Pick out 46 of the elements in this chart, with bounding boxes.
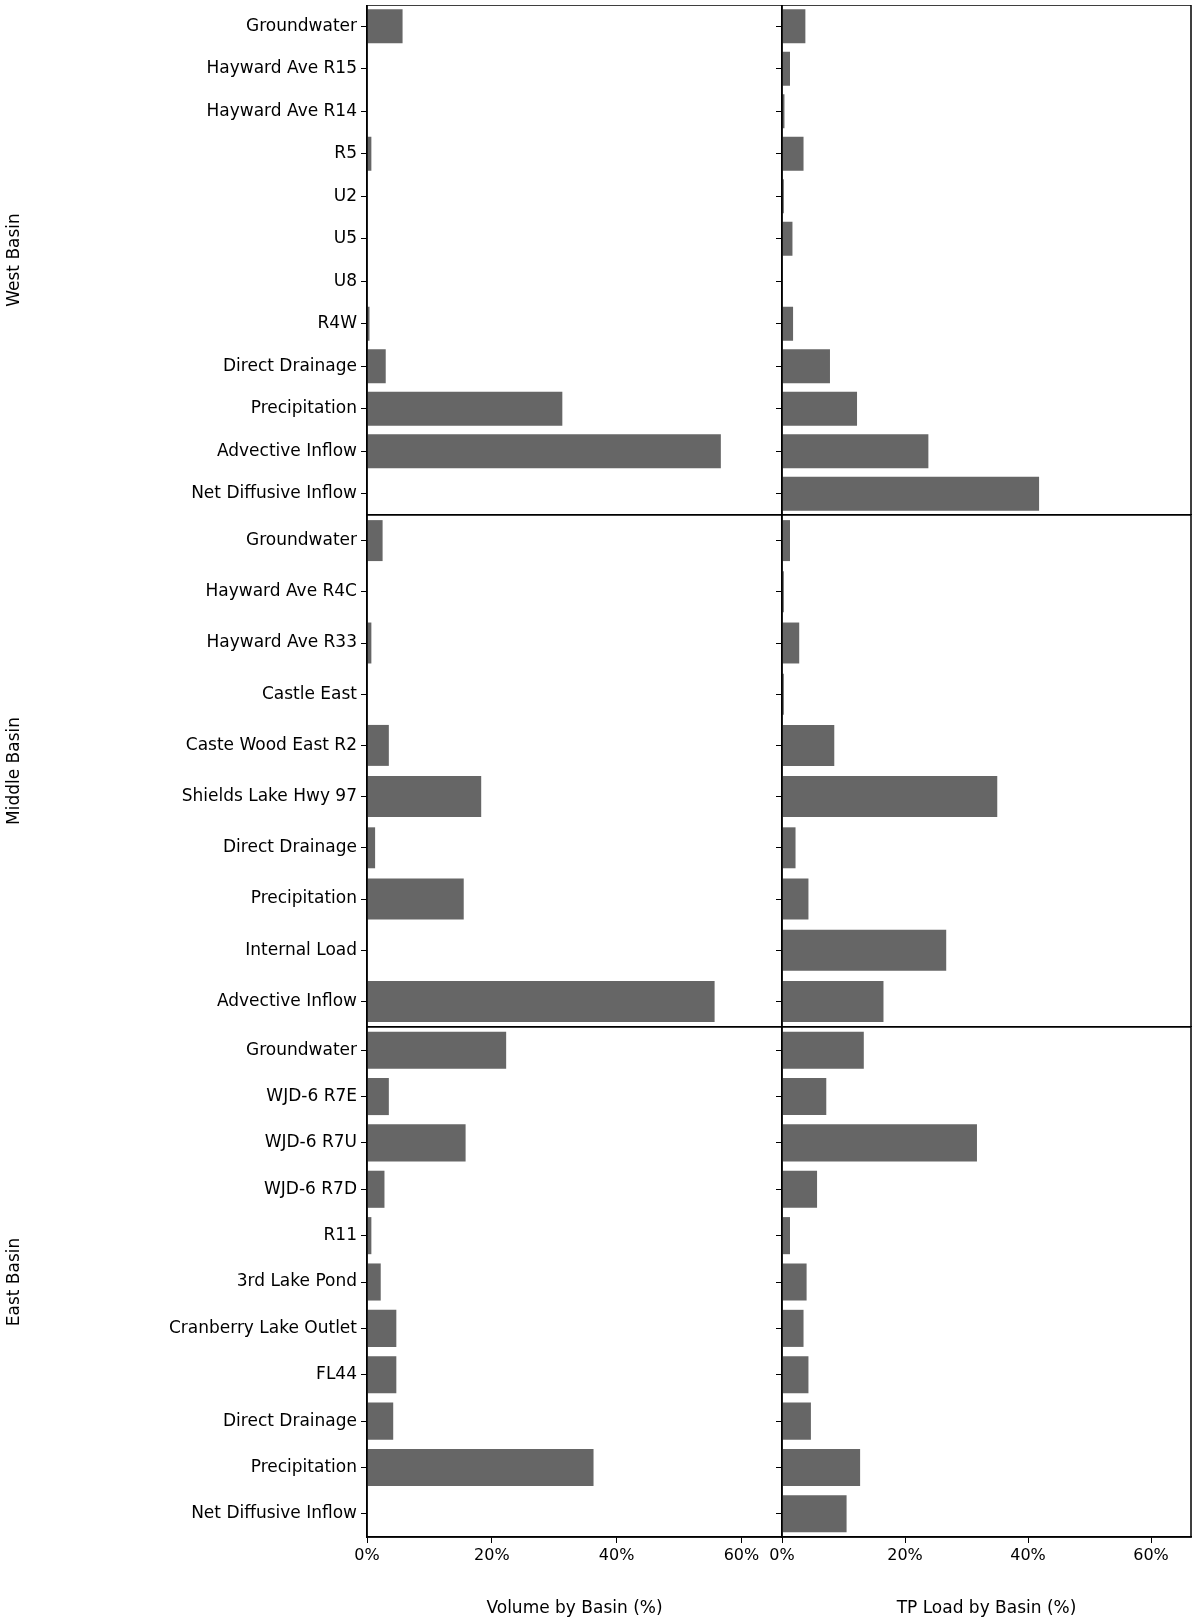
y-tick-label: Hayward Ave R33 [206, 631, 357, 652]
y-tick-label: Precipitation [250, 1455, 357, 1476]
x-tick-label: 40% [1010, 1544, 1046, 1564]
x-tick-label: 60% [723, 1544, 760, 1564]
y-tick-label: Net Diffusive Inflow [191, 482, 358, 503]
y-tick-label: Castle East [261, 682, 358, 703]
x-tick-label: 0% [769, 1544, 795, 1564]
y-tick-label: Advective Inflow [216, 989, 358, 1010]
y-axis-title: East Basin [2, 1237, 23, 1327]
y-tick-label: Hayward Ave R14 [206, 99, 357, 120]
y-tick-label: 3rd Lake Pond [236, 1270, 357, 1291]
y-tick-label: R4W [317, 312, 358, 333]
y-tick-label: Precipitation [250, 887, 357, 908]
x-axis-title: Volume by Basin (%) [486, 1597, 663, 1618]
y-tick-label: WJD-6 R7D [264, 1177, 357, 1198]
x-tick-label: 0% [354, 1544, 380, 1564]
y-tick-label: FL44 [316, 1363, 357, 1384]
y-tick-label: WJD-6 R7E [266, 1084, 357, 1105]
y-tick-label: U8 [333, 269, 357, 290]
y-axis-title: Middle Basin [2, 717, 23, 825]
y-tick-label: Groundwater [246, 14, 358, 35]
y-tick-label: Shields Lake Hwy 97 [181, 785, 357, 806]
y-tick-label: Hayward Ave R4C [205, 580, 357, 601]
y-tick-label: Groundwater [246, 1038, 358, 1059]
y-tick-label: Precipitation [250, 397, 357, 418]
x-tick-label: 20% [887, 1544, 923, 1564]
x-tick-label: 60% [1133, 1544, 1169, 1564]
y-tick-label: Groundwater [246, 529, 358, 550]
y-tick-label: Direct Drainage [223, 354, 357, 375]
y-axis-title: West Basin [2, 213, 23, 307]
x-axis-title: TP Load by Basin (%) [895, 1597, 1077, 1618]
y-tick-label: Advective Inflow [216, 439, 358, 460]
y-tick-label: Internal Load [245, 938, 357, 959]
y-tick-label: Cranberry Lake Outlet [168, 1316, 358, 1337]
y-tick-label: R5 [334, 142, 357, 163]
y-tick-label: WJD-6 R7U [264, 1131, 357, 1152]
y-tick-label: U5 [333, 227, 357, 248]
y-tick-label: Net Diffusive Inflow [191, 1502, 358, 1523]
y-tick-label: Direct Drainage [223, 836, 357, 857]
x-tick-label: 20% [474, 1544, 510, 1564]
y-tick-label: U2 [333, 184, 357, 205]
y-tick-label: Direct Drainage [223, 1409, 357, 1430]
y-tick-label: Caste Wood East R2 [185, 733, 357, 754]
y-tick-label: R11 [323, 1224, 357, 1245]
y-tick-label: Hayward Ave R15 [206, 57, 357, 78]
x-tick-label: 40% [598, 1544, 635, 1564]
